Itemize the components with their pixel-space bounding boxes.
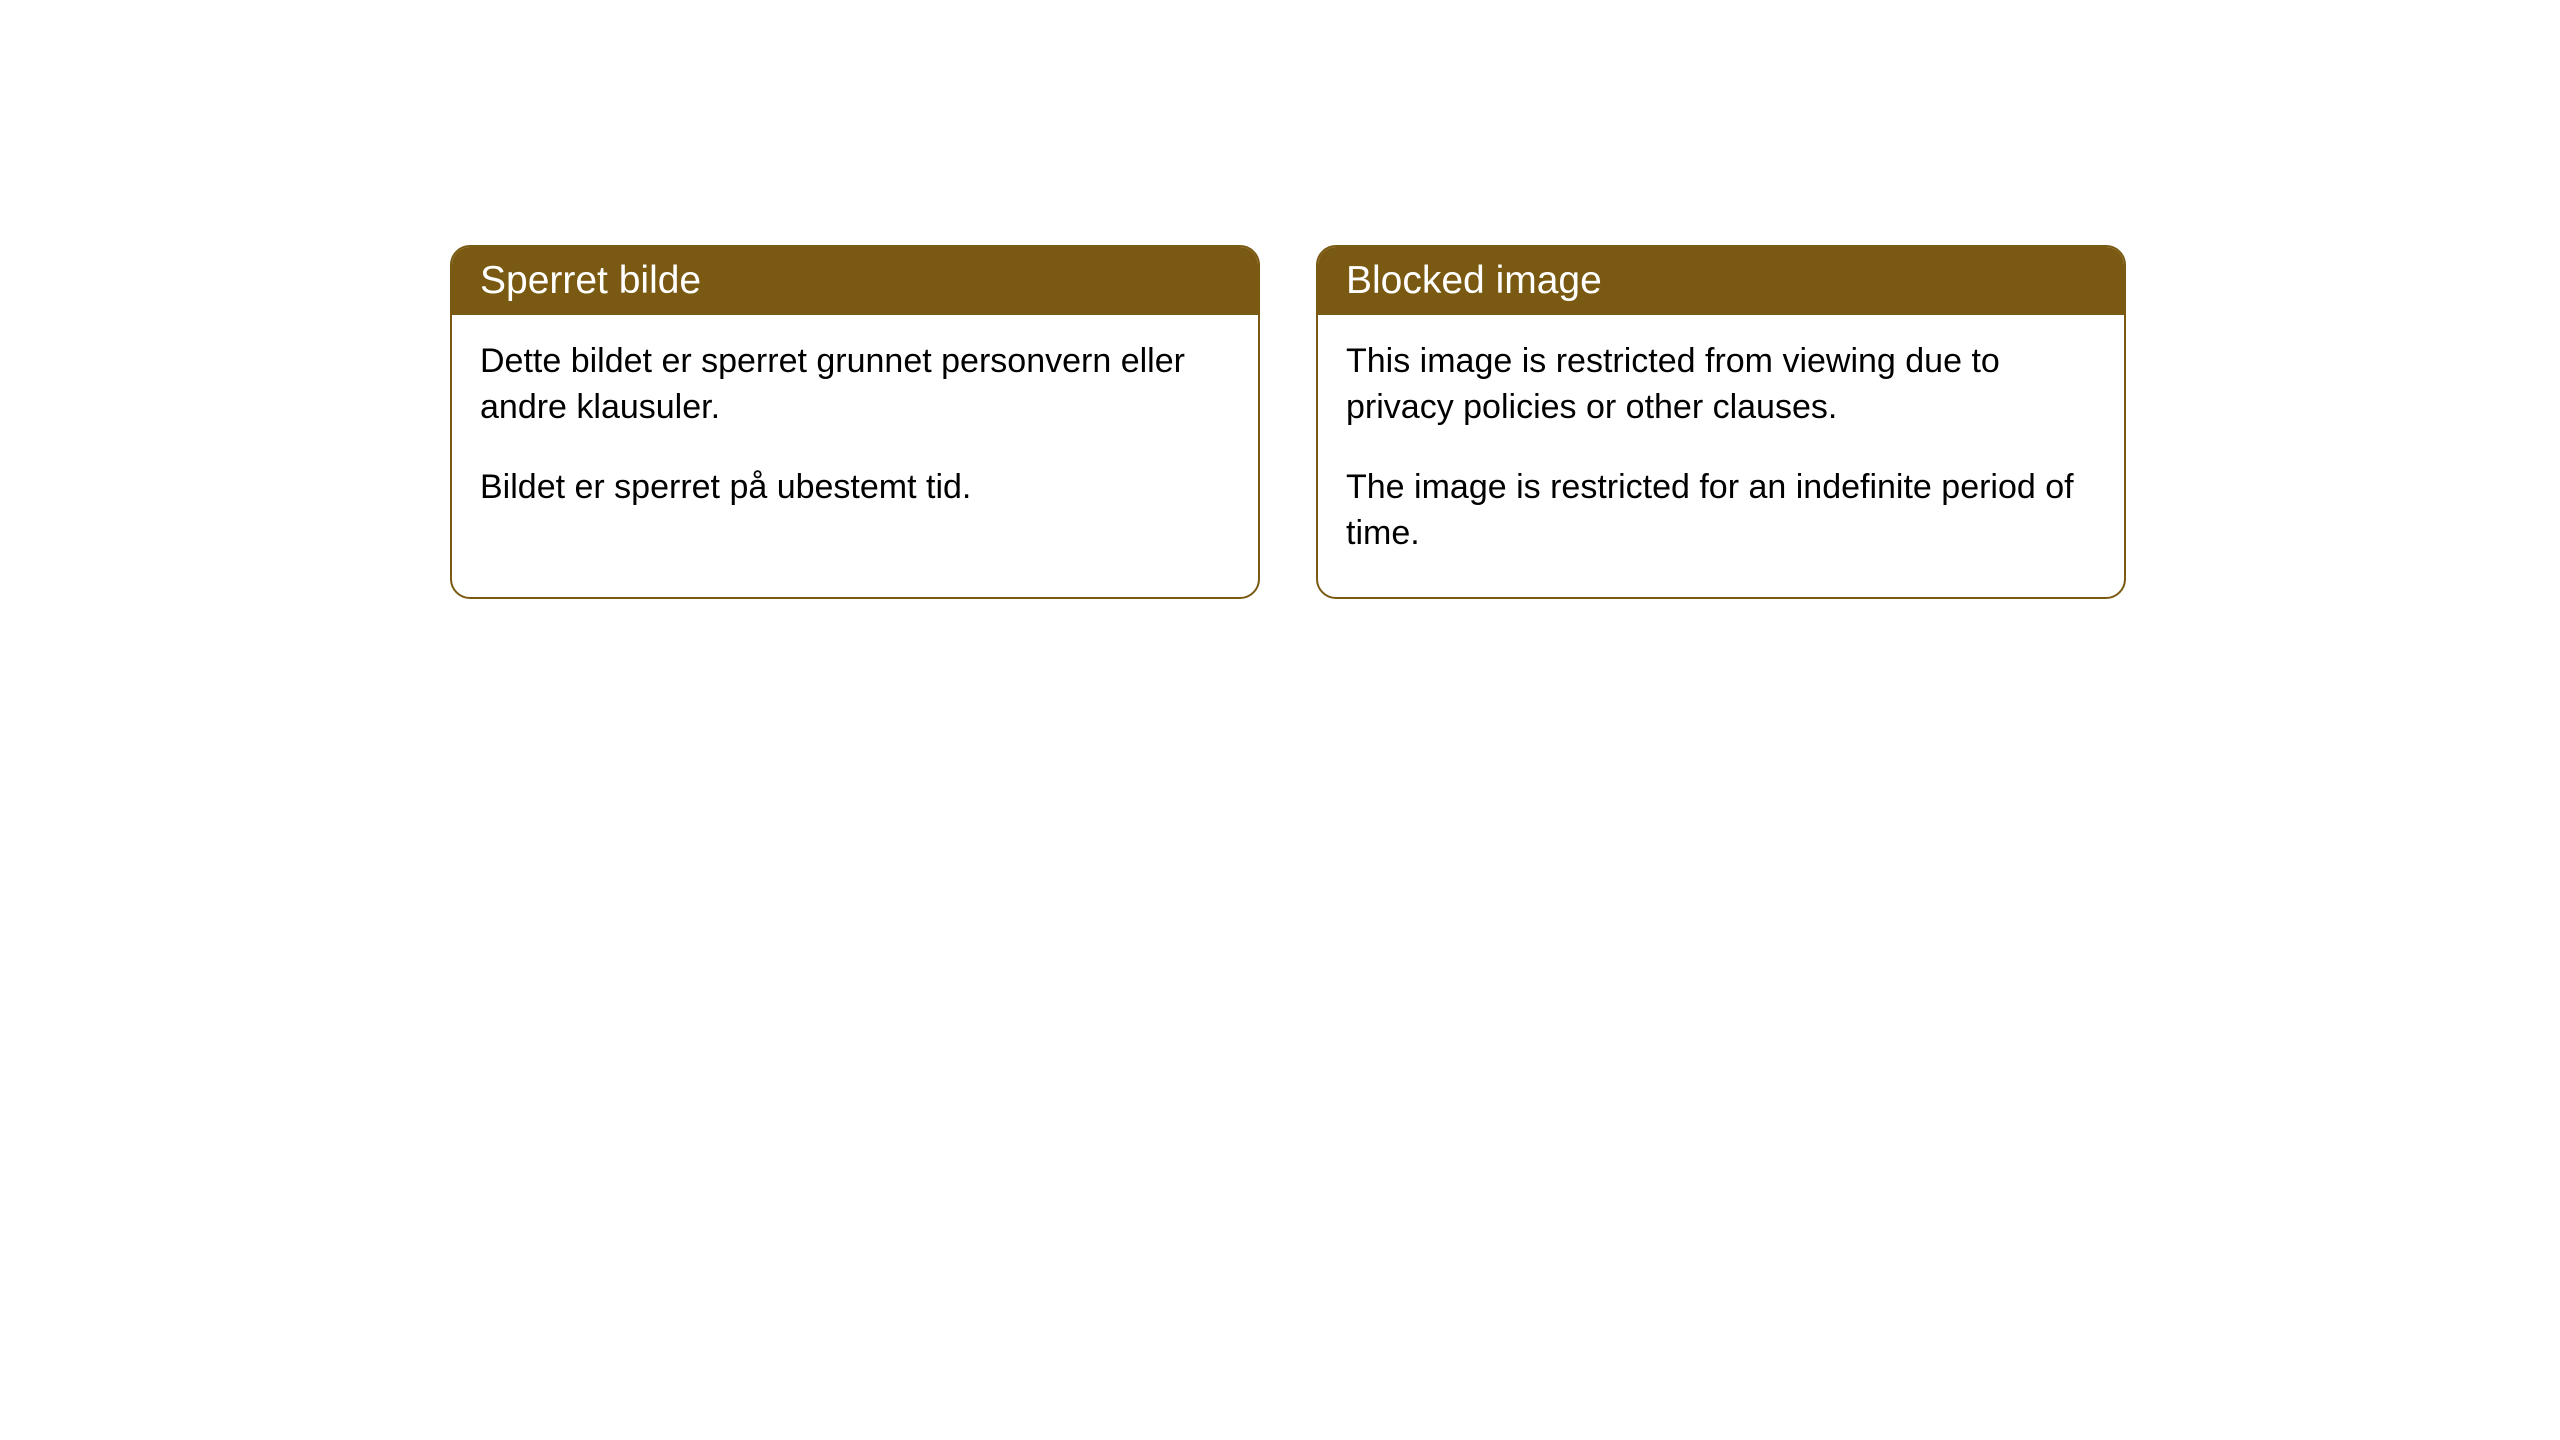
cards-container: Sperret bilde Dette bildet er sperret gr… — [0, 0, 2560, 599]
card-paragraph: This image is restricted from viewing du… — [1346, 339, 2096, 431]
card-title: Blocked image — [1346, 259, 1602, 302]
card-header: Blocked image — [1318, 247, 2124, 315]
card-body: This image is restricted from viewing du… — [1318, 315, 2124, 597]
card-paragraph: The image is restricted for an indefinit… — [1346, 465, 2096, 557]
card-title: Sperret bilde — [480, 259, 701, 302]
blocked-image-card-english: Blocked image This image is restricted f… — [1316, 245, 2126, 599]
card-paragraph: Dette bildet er sperret grunnet personve… — [480, 339, 1230, 431]
card-body: Dette bildet er sperret grunnet personve… — [452, 315, 1258, 551]
card-paragraph: Bildet er sperret på ubestemt tid. — [480, 465, 1230, 511]
card-header: Sperret bilde — [452, 247, 1258, 315]
blocked-image-card-norwegian: Sperret bilde Dette bildet er sperret gr… — [450, 245, 1260, 599]
